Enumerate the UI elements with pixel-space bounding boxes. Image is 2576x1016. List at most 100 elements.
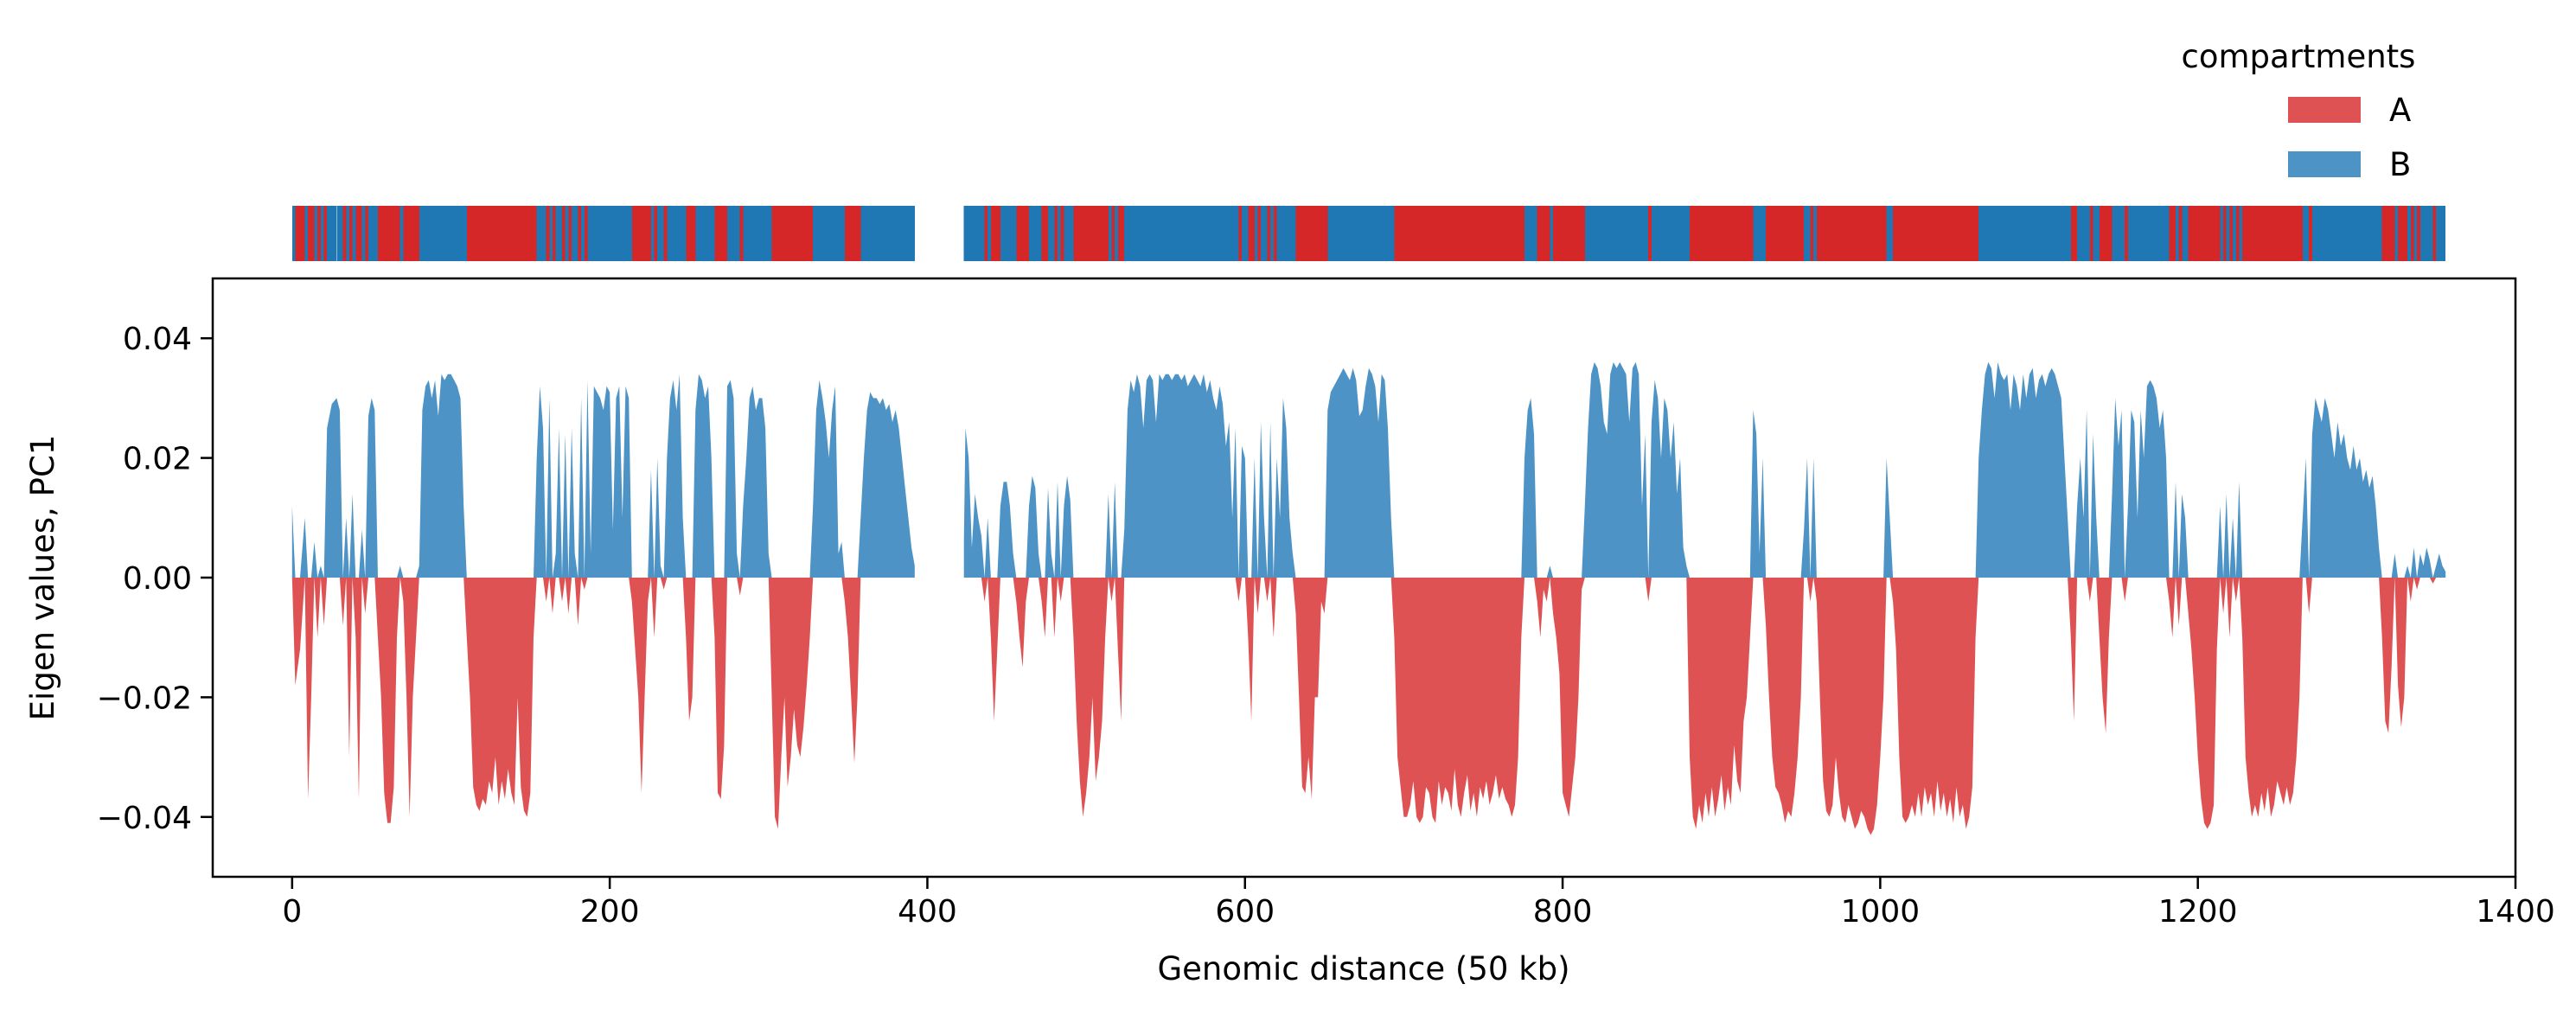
track-bin [593,206,598,261]
track-bin [435,206,438,261]
track-bin [771,206,776,261]
track-bin [2049,206,2052,261]
track-bin [574,206,578,261]
track-bin [708,206,712,261]
track-bin [2388,206,2392,261]
track-bin [1978,206,1982,261]
track-bin [534,206,537,261]
track-bin [1591,206,1595,261]
track-bin [616,206,620,261]
track-bin [336,206,340,261]
track-bin [416,206,419,261]
track-bin [489,206,493,261]
track-bin [787,206,791,261]
track-bin [2115,206,2119,261]
track-bin [847,206,852,261]
track-bin [1518,206,1522,261]
track-bin [1292,206,1296,261]
track-bin [1197,206,1201,261]
track-bin [1261,206,1264,261]
track-bin [1635,206,1640,261]
track-bin [1791,206,1795,261]
track-bin [1213,206,1217,261]
track-bin [1327,206,1331,261]
track-bin [1582,206,1585,261]
track-bin [971,206,975,261]
track-bin [749,206,753,261]
track-bin [1426,206,1429,261]
track-bin [1766,206,1769,261]
track-bin [578,206,582,261]
track-bin [1988,206,1991,261]
track-bin [295,206,300,261]
track-bin [1781,206,1786,261]
track-bin [1610,206,1614,261]
track-bin [2337,206,2341,261]
track-bin [447,206,451,261]
track-bin [1445,206,1448,261]
track-bin [2099,206,2103,261]
track-bin [1962,206,1966,261]
track-bin [1162,206,1166,261]
track-bin [2216,206,2221,261]
y-axis: 0.04 0.02 0.00 −0.02 −0.04 [97,322,213,836]
track-bin [762,206,766,261]
track-bin [1178,206,1182,261]
track-bin [669,206,674,261]
track-bin [1991,206,1995,261]
track-bin [378,206,381,261]
track-bin [1020,206,1023,261]
track-bin [1867,206,1871,261]
track-bin [1273,206,1277,261]
track-bin [2356,206,2360,261]
track-bin [1483,206,1486,261]
track-bin [374,206,378,261]
track-bin [1026,206,1029,261]
track-bin [2029,206,2033,261]
track-bin [841,206,845,261]
track-bin [1470,206,1474,261]
track-bin [1340,206,1344,261]
track-bin [1810,206,1814,261]
track-bin [676,206,680,261]
track-bin [2292,206,2297,261]
track-bin [866,206,871,261]
track-bin [1778,206,1782,261]
track-bin [1330,206,1334,261]
track-bin [1248,206,1252,261]
track-bin [406,206,410,261]
track-bin [1263,206,1268,261]
track-bin [2305,206,2310,261]
track-bin [460,206,464,261]
track-bin [2239,206,2243,261]
track-bin [412,206,417,261]
track-bin [1384,206,1389,261]
track-bin [2150,206,2154,261]
track-bin [483,206,486,261]
track-bin [876,206,880,261]
track-bin [504,206,508,261]
y-tick-label: −0.04 [97,801,192,836]
track-bin [1206,206,1211,261]
track-bin [1959,206,1963,261]
legend-swatch-a [2288,97,2361,123]
track-bin [327,206,332,261]
track-bin [457,206,461,261]
track-bin [806,206,810,261]
track-bin [1950,206,1953,261]
track-bin [1397,206,1401,261]
track-bin [2267,206,2272,261]
legend-label-b: B [2389,146,2411,183]
track-bin [2273,206,2278,261]
track-bin [1721,206,1725,261]
track-bin [1740,206,1744,261]
track-bin [692,206,696,261]
track-bin [860,206,864,261]
track-bin [2436,206,2439,261]
y-tick-label: 0.00 [123,561,192,597]
track-bin [331,206,337,261]
track-bin [1267,206,1271,261]
track-bin [2074,206,2078,261]
track-bin [1051,206,1055,261]
track-bin [393,206,398,261]
